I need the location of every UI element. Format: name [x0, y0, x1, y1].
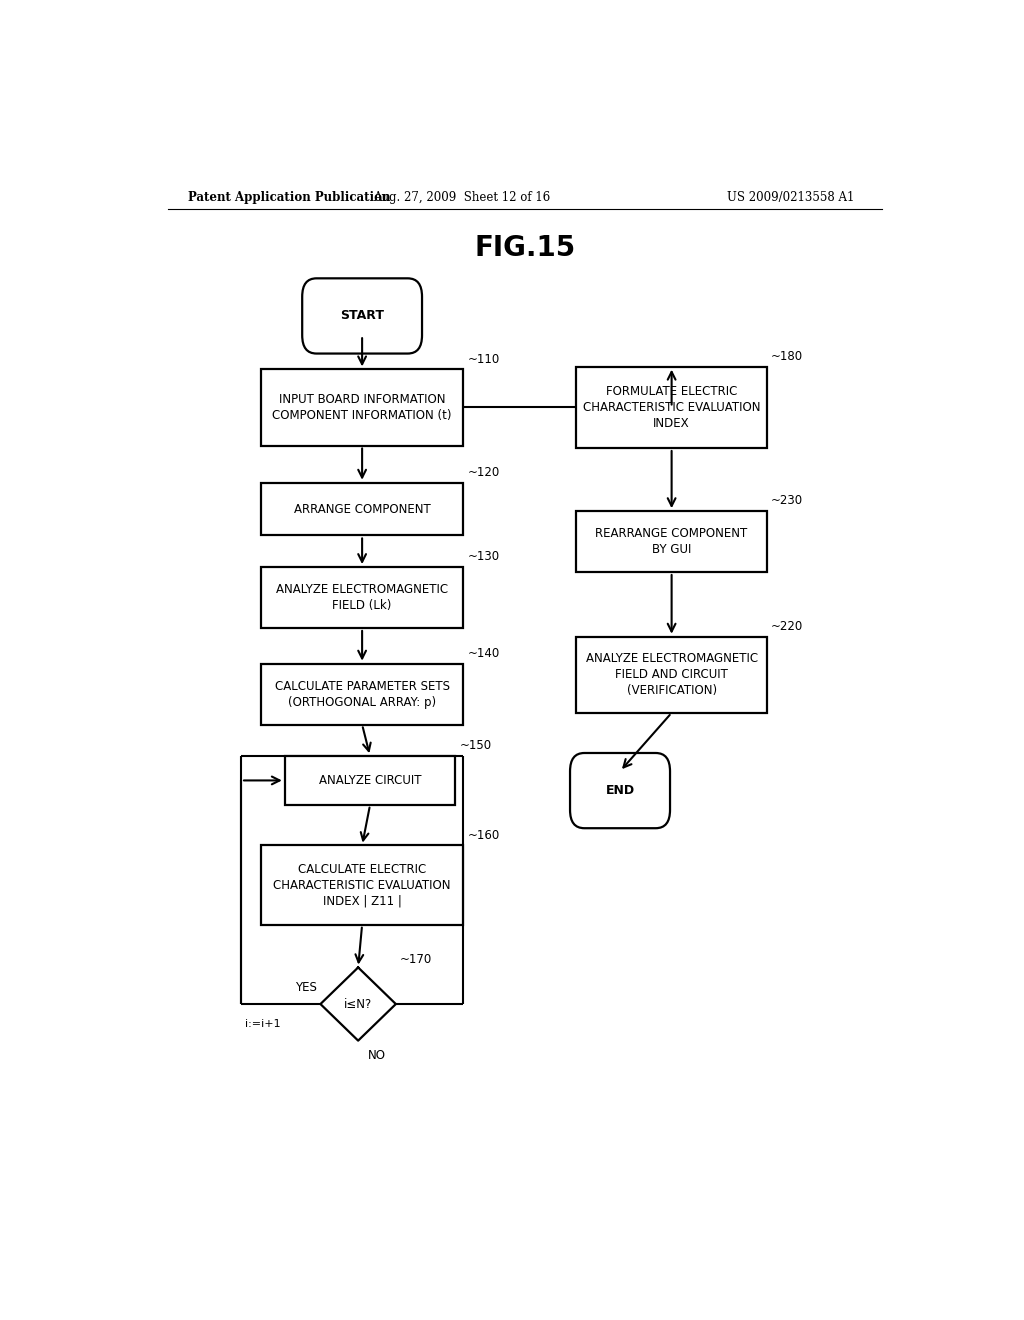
Text: ~170: ~170	[399, 953, 432, 966]
Text: END: END	[605, 784, 635, 797]
Bar	[285, 756, 456, 805]
Text: FIG.15: FIG.15	[474, 234, 575, 261]
Bar	[261, 568, 463, 628]
Text: ~140: ~140	[467, 647, 500, 660]
Bar	[577, 511, 767, 572]
Text: i:=i+1: i:=i+1	[245, 1019, 281, 1030]
Text: i≤N?: i≤N?	[344, 998, 373, 1011]
Text: ~110: ~110	[467, 352, 500, 366]
Text: CALCULATE PARAMETER SETS
(ORTHOGONAL ARRAY: p): CALCULATE PARAMETER SETS (ORTHOGONAL ARR…	[274, 680, 450, 709]
Text: ARRANGE COMPONENT: ARRANGE COMPONENT	[294, 503, 430, 516]
Text: START: START	[340, 309, 384, 322]
Text: ~180: ~180	[771, 350, 803, 363]
Bar	[261, 846, 463, 925]
Text: ANALYZE CIRCUIT: ANALYZE CIRCUIT	[318, 774, 421, 787]
FancyBboxPatch shape	[302, 279, 422, 354]
Bar	[261, 370, 463, 446]
Bar	[577, 636, 767, 713]
Text: INPUT BOARD INFORMATION
COMPONENT INFORMATION (t): INPUT BOARD INFORMATION COMPONENT INFORM…	[272, 393, 452, 422]
Text: CALCULATE ELECTRIC
CHARACTERISTIC EVALUATION
INDEX | Z11 |: CALCULATE ELECTRIC CHARACTERISTIC EVALUA…	[273, 863, 451, 908]
Text: Aug. 27, 2009  Sheet 12 of 16: Aug. 27, 2009 Sheet 12 of 16	[373, 190, 550, 203]
Text: ANALYZE ELECTROMAGNETIC
FIELD AND CIRCUIT
(VERIFICATION): ANALYZE ELECTROMAGNETIC FIELD AND CIRCUI…	[586, 652, 758, 697]
Bar	[261, 483, 463, 536]
Text: REARRANGE COMPONENT
BY GUI: REARRANGE COMPONENT BY GUI	[596, 527, 748, 556]
Text: FORMULATE ELECTRIC
CHARACTERISTIC EVALUATION
INDEX: FORMULATE ELECTRIC CHARACTERISTIC EVALUA…	[583, 385, 761, 430]
Bar	[261, 664, 463, 725]
Text: YES: YES	[295, 981, 316, 994]
FancyBboxPatch shape	[570, 752, 670, 828]
Text: ~160: ~160	[467, 829, 500, 842]
Text: ANALYZE ELECTROMAGNETIC
FIELD (Lk): ANALYZE ELECTROMAGNETIC FIELD (Lk)	[276, 583, 449, 612]
Text: ~130: ~130	[467, 550, 500, 564]
Polygon shape	[321, 968, 396, 1040]
Text: ~230: ~230	[771, 495, 803, 507]
Text: US 2009/0213558 A1: US 2009/0213558 A1	[727, 190, 855, 203]
Text: NO: NO	[368, 1049, 386, 1061]
Text: ~120: ~120	[467, 466, 500, 479]
Text: ~150: ~150	[460, 739, 492, 752]
Bar	[577, 367, 767, 447]
Text: Patent Application Publication: Patent Application Publication	[187, 190, 390, 203]
Text: ~220: ~220	[771, 620, 803, 634]
